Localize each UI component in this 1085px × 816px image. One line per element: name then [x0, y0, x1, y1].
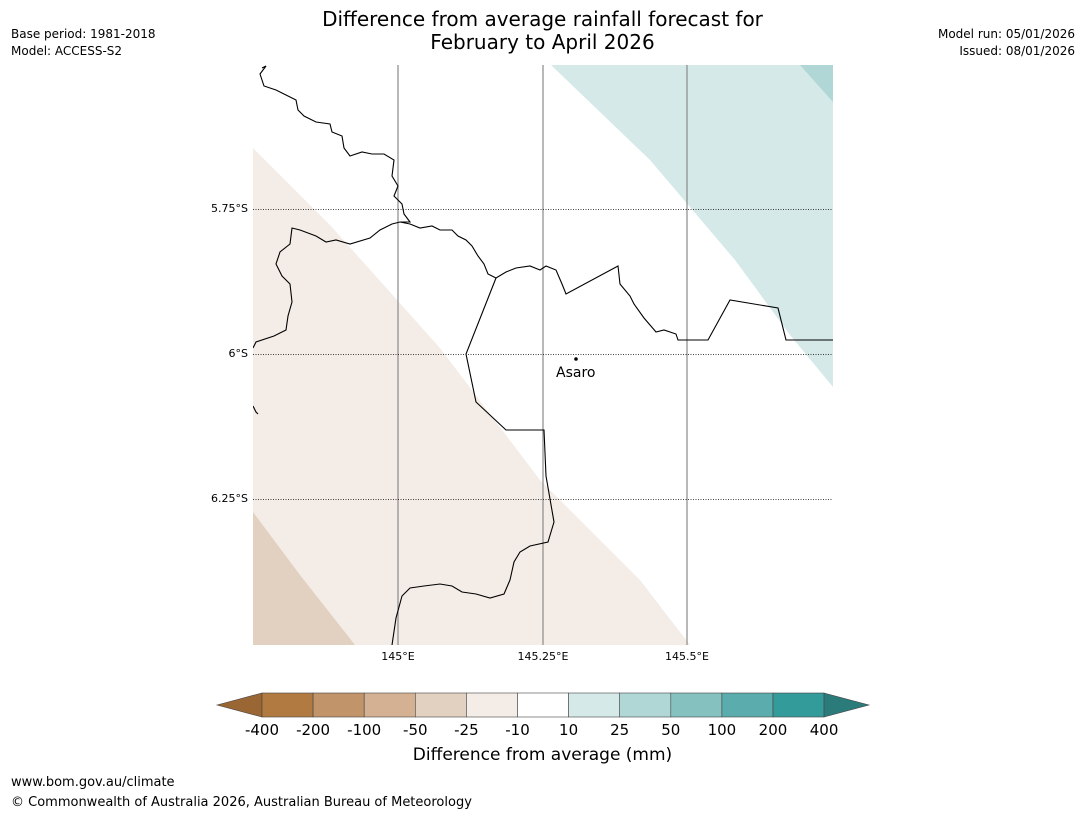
- wet-light-region: [551, 65, 833, 387]
- legend-tick-label: 100: [707, 721, 737, 739]
- dry-light-region: [253, 148, 690, 645]
- footer-url: www.bom.gov.au/climate: [11, 775, 175, 790]
- footer-copyright: © Commonwealth of Australia 2026, Austra…: [11, 795, 472, 810]
- legend-tick-label: -10: [505, 721, 530, 739]
- title-line-2: February to April 2026: [430, 30, 655, 54]
- legend-tick-label: -400: [244, 721, 280, 739]
- colorbar-swatch: [363, 692, 416, 718]
- legend-title: Difference from average (mm): [412, 745, 673, 765]
- coast-fragment: [253, 405, 259, 415]
- wet-medium-region: [800, 65, 833, 102]
- place-label-asaro: Asaro: [556, 365, 596, 381]
- legend-tick-label: 400: [809, 721, 839, 739]
- legend-tick-label: 50: [661, 721, 681, 739]
- lon-label-145-5e: 145.5°E: [665, 650, 709, 663]
- map-title: Difference from average rainfall forecas…: [0, 8, 1085, 54]
- lat-label-5-75s: 5.75°S: [211, 202, 248, 215]
- legend-tick-label: -25: [454, 721, 479, 739]
- colorbar-swatch: [619, 692, 672, 718]
- legend-tick-label: 200: [758, 721, 788, 739]
- legend-tick-label: -200: [296, 721, 331, 739]
- legend-tick-label: -50: [403, 721, 428, 739]
- dry-medium-region: [253, 512, 355, 645]
- legend-tick-label: 10: [559, 721, 579, 739]
- colorbar-swatch: [772, 692, 825, 718]
- colorbar-swatch: [261, 692, 314, 718]
- lat-label-6s: 6°S: [228, 347, 248, 360]
- colorbar-extend-low: [215, 692, 263, 718]
- lat-label-6-25s: 6.25°S: [211, 492, 248, 505]
- legend-tick-label: 25: [610, 721, 630, 739]
- colorbar-swatch: [312, 692, 365, 718]
- legend-tick-label: -100: [347, 721, 382, 739]
- colorbar-extend-high: [823, 692, 871, 718]
- title-line-1: Difference from average rainfall forecas…: [322, 7, 763, 31]
- district-boundary: [391, 277, 555, 645]
- colorbar-swatch: [568, 692, 620, 718]
- colorbar: [215, 692, 871, 718]
- province-boundary-east: [399, 221, 833, 341]
- colorbar-swatch: [414, 692, 467, 718]
- colorbar-swatch: [466, 692, 518, 718]
- issued-date: Issued: 08/01/2026: [959, 44, 1075, 58]
- base-period: Base period: 1981-2018: [11, 27, 156, 41]
- lon-label-145e: 145°E: [381, 650, 415, 663]
- asaro-marker: [574, 357, 578, 361]
- model-run-date: Model run: 05/01/2026: [937, 27, 1075, 41]
- colorbar-swatch: [517, 692, 569, 718]
- province-boundary: [253, 65, 412, 349]
- lon-label-145-25e: 145.25°E: [517, 650, 569, 663]
- colorbar-swatch: [670, 692, 723, 718]
- colorbar-swatch: [721, 692, 774, 718]
- model-name: Model: ACCESS-S2: [11, 44, 123, 58]
